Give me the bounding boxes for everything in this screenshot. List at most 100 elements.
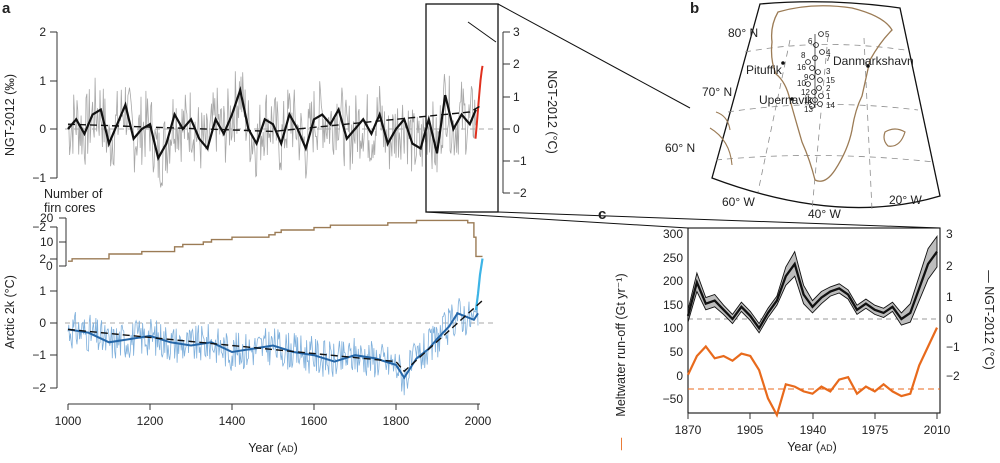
a-top-right-axis: 3 2 1 0 −1 −2 NGT-2012 (°C) (502, 25, 559, 200)
a-right-ytick-0: 0 (513, 122, 520, 136)
site-8 (805, 59, 811, 65)
site-label-8: 8 (801, 51, 806, 60)
site-label-16: 16 (797, 63, 806, 72)
a-right-ytick-3: 3 (513, 25, 520, 39)
upernavik-marker (790, 97, 794, 101)
site-label-2: 2 (826, 84, 831, 93)
c-right-axis: 3 2 1 0 −1 −2 — NGT-2012 (°C) (946, 227, 996, 383)
site-label-7: 7 (826, 54, 831, 63)
connector-left (425, 211, 689, 229)
site-label-9: 9 (804, 73, 809, 82)
c-ytick-150: 150 (663, 298, 683, 312)
c-xtick-1940: 1940 (800, 423, 827, 437)
c-ytick-250: 250 (663, 251, 683, 265)
a-top-recent-line (474, 65, 484, 139)
a-cores-label-line1: Number of (44, 187, 103, 201)
a-top-trend-line (67, 104, 483, 133)
c-xlabel-unit: AD (820, 443, 833, 453)
a-right-ytick-1: 1 (513, 90, 520, 104)
site-label-4: 4 (826, 48, 831, 57)
c-ylabel-right: — NGT-2012 (°C) (982, 270, 996, 369)
connector-map (497, 3, 691, 109)
connector-inner (467, 21, 497, 43)
site-5 (818, 31, 824, 37)
c-xaxis: 1870 1905 1940 1975 2010 Year (AD) (675, 413, 951, 454)
c-ytick-50: 50 (670, 345, 684, 359)
site-label-3: 3 (826, 67, 831, 76)
c-ytick-m50: −50 (663, 392, 684, 406)
a-bottom-annual-line (67, 295, 479, 396)
site-13 (809, 103, 815, 109)
a-xtick-1600: 1600 (301, 414, 328, 428)
site-1 (818, 93, 824, 99)
a-xtick-1000: 1000 (55, 414, 82, 428)
a-bottom-ytick-2: 2 (39, 252, 46, 266)
c-ytick-0: 0 (676, 369, 683, 383)
a-top-smoothed-line (67, 86, 477, 162)
a-cores-axis: Number of firn cores 20 10 0 (40, 187, 103, 273)
site-label-14: 14 (826, 101, 835, 110)
canada-coast (709, 111, 733, 166)
danmarkshavn-marker (866, 64, 870, 68)
site-label-13: 13 (804, 105, 813, 114)
site-label-1: 1 (826, 92, 831, 101)
c-ytick-200: 200 (663, 274, 683, 288)
map-frame (711, 1, 941, 209)
a-xtick-1400: 1400 (219, 414, 246, 428)
lon-60w: 60° W (722, 195, 755, 209)
panel-a-letter: a (2, 0, 11, 17)
lat-70n: 70° N (702, 85, 732, 99)
a-bottom-left-axis: −2 2 1 0 −1 −2 Arctic 2k (°C) (3, 220, 58, 395)
a-xtick-1200: 1200 (137, 414, 164, 428)
a-cores-label-line2: firn cores (44, 201, 95, 215)
a-top-ytick-1: 1 (39, 74, 46, 88)
a-bottom-recent-line (474, 258, 484, 311)
lon-20w: 20° W (889, 193, 922, 207)
site-9 (809, 74, 815, 80)
a-right-ytick-m2: −2 (513, 186, 527, 200)
site-2 (816, 85, 822, 91)
a-top-annual-line (67, 71, 476, 188)
site-label-6: 6 (808, 37, 813, 46)
c-xtick-1870: 1870 (675, 423, 702, 437)
site-10 (805, 81, 811, 87)
connector-right (497, 211, 941, 229)
pituffik-marker (781, 61, 785, 65)
site-label-11: 11 (804, 96, 813, 105)
site-15 (817, 77, 823, 83)
a-bottom-ytick-m1: −1 (32, 348, 46, 362)
panel-c-letter: c (598, 206, 606, 223)
a-cores-step-line (68, 219, 483, 262)
a-bottom-ytick-0: 0 (39, 316, 46, 330)
place-pituffik: Pituffik (746, 63, 783, 77)
site-16 (809, 65, 815, 71)
a-top-ytick-2: 2 (39, 25, 46, 39)
c-xlabel: Year (AD) (787, 440, 837, 454)
a-xlabel-close: ) (294, 441, 298, 455)
c-rtick-m1: −1 (946, 340, 960, 354)
a-top-ytick-0: 0 (39, 122, 46, 136)
a-cores-ytick-10: 10 (40, 235, 54, 249)
site-6 (813, 42, 819, 48)
site-label-12: 12 (801, 88, 810, 97)
c-xlabel-main: Year ( (787, 440, 821, 454)
c-xtick-1905: 1905 (737, 423, 764, 437)
a-bottom-ytick-m2top: −2 (32, 220, 46, 234)
a-xaxis: 1000 1200 1400 1600 1800 2000 Year (AD) (55, 403, 492, 455)
lat-80n: 80° N (728, 26, 758, 40)
a-cores-ytick-20: 20 (40, 211, 54, 225)
c-meltwater-line (687, 327, 938, 418)
c-ylabel-left: Meltwater run-off (Gt yr⁻¹) (614, 273, 628, 416)
a-bottom-ytick-m2: −2 (32, 381, 46, 395)
site-label-5: 5 (825, 30, 830, 39)
c-xtick-2010: 2010 (924, 423, 951, 437)
a-bottom-ylabel: Arctic 2k (°C) (3, 275, 17, 349)
site-4 (819, 49, 825, 55)
c-ytick-300: 300 (663, 227, 683, 241)
c-xlabel-close: ) (833, 440, 837, 454)
greenland-coast (770, 5, 893, 182)
place-danmarkshavn: Danmarkshavn (833, 54, 914, 68)
c-ylabel-left-marker: — (614, 437, 628, 450)
c-rtick-3: 3 (946, 227, 953, 241)
